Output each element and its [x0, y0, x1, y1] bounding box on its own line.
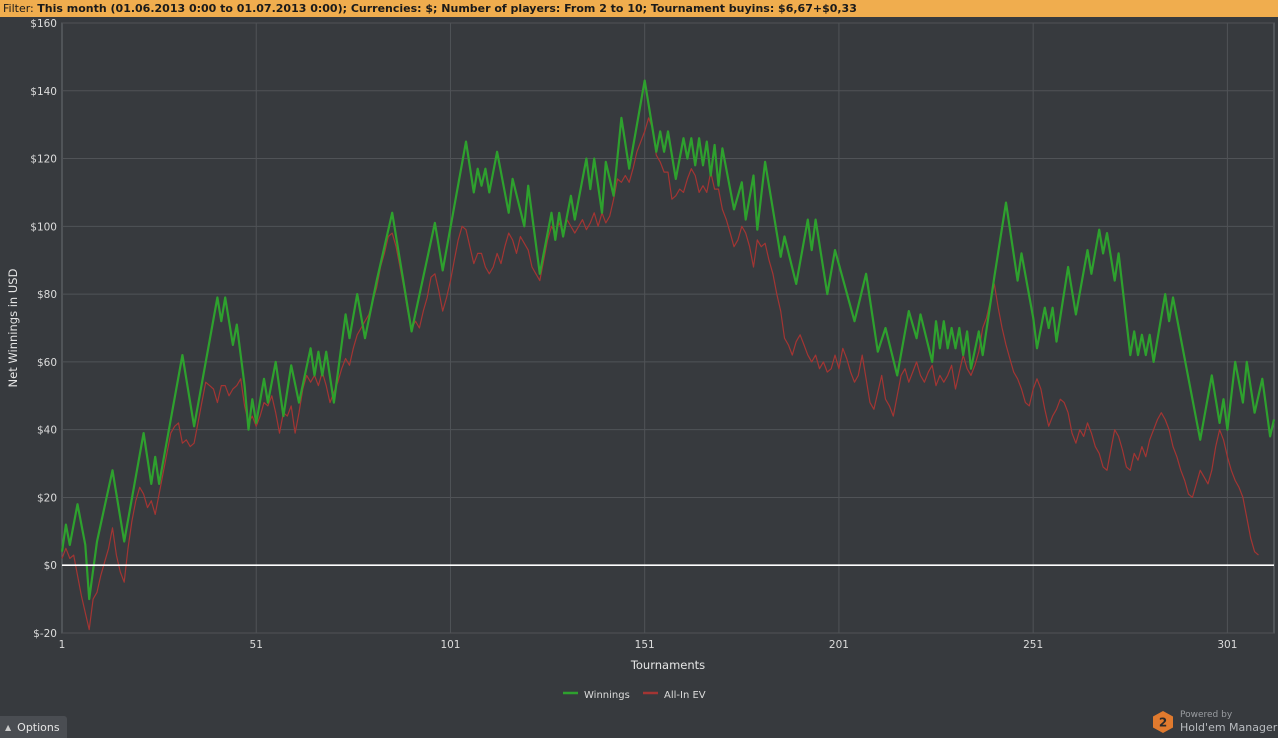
x-tick-label: 101 — [440, 639, 460, 651]
brand-logo: 2 Powered by Hold'em Manager — [1152, 708, 1278, 738]
badge-text: 2 — [1159, 716, 1167, 730]
x-axis-label: Tournaments — [630, 658, 705, 672]
y-tick-label: $0 — [44, 560, 57, 572]
y-tick-label: $40 — [37, 425, 57, 437]
chevron-up-icon: ▲ — [5, 722, 12, 732]
filter-label: Filter: — [3, 2, 34, 15]
legend[interactable]: Winnings All-In EV — [563, 690, 706, 701]
filter-text: This month (01.06.2013 0:00 to 01.07.201… — [37, 2, 857, 15]
series-line-winnings — [60, 79, 1276, 601]
plot-border — [61, 22, 1275, 634]
y-axis-label: Net Winnings in USD — [6, 268, 20, 387]
hem-badge-icon: 2 — [1153, 711, 1173, 733]
y-tick-label: $100 — [30, 221, 57, 233]
y-tick-label: $-20 — [33, 628, 57, 640]
powered-by-text: Powered by — [1180, 710, 1233, 720]
y-tick-label: $160 — [30, 18, 57, 30]
x-tick-label: 151 — [635, 639, 655, 651]
x-tick-label: 201 — [829, 639, 849, 651]
y-tick-label: $120 — [30, 154, 57, 166]
series-line-all-in-ev — [61, 117, 1259, 631]
y-tick-label: $20 — [37, 492, 57, 504]
legend-label: Winnings — [584, 690, 630, 701]
filter-bar: Filter: This month (01.06.2013 0:00 to 0… — [0, 0, 1278, 17]
x-tick-label: 51 — [250, 639, 263, 651]
legend-label: All-In EV — [664, 690, 706, 701]
y-tick-label: $60 — [37, 357, 57, 369]
legend-item-all-in-ev[interactable]: All-In EV — [643, 690, 706, 701]
x-tick-label: 1 — [59, 639, 66, 651]
x-tick-label: 251 — [1023, 639, 1043, 651]
y-tick-label: $140 — [30, 86, 57, 98]
x-tick-label: 301 — [1217, 639, 1237, 651]
series-lines — [60, 79, 1276, 631]
brand-name: Hold'em Manager — [1180, 721, 1278, 734]
y-tick-label: $80 — [37, 289, 57, 301]
options-label: Options — [17, 720, 60, 734]
grid — [61, 22, 1275, 634]
options-button[interactable]: ▲ Options — [0, 716, 67, 738]
legend-item-winnings[interactable]: Winnings — [563, 690, 630, 701]
